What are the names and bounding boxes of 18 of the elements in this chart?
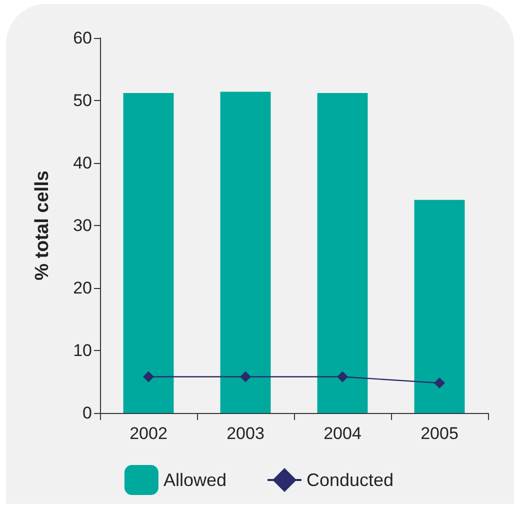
y-tick-label: 20 <box>73 278 92 298</box>
y-tick-label: 60 <box>73 28 92 48</box>
x-tick-label: 2002 <box>130 424 168 443</box>
y-tick-label: 50 <box>73 91 92 110</box>
y-tick-label: 0 <box>82 404 92 422</box>
x-tick-label: 2003 <box>226 424 264 443</box>
bar <box>220 92 271 413</box>
bar <box>414 200 465 413</box>
x-tick-label: 2004 <box>324 424 362 443</box>
y-tick-label: 30 <box>73 216 92 235</box>
y-axis-title: % total cells <box>32 170 53 280</box>
bar <box>317 93 368 413</box>
bar <box>123 93 174 413</box>
legend-label: Conducted <box>306 470 394 490</box>
x-tick-label: 2005 <box>420 424 458 443</box>
legend-label: Allowed <box>163 470 226 490</box>
y-tick-label: 10 <box>73 341 92 360</box>
y-tick-label: 40 <box>73 154 92 172</box>
